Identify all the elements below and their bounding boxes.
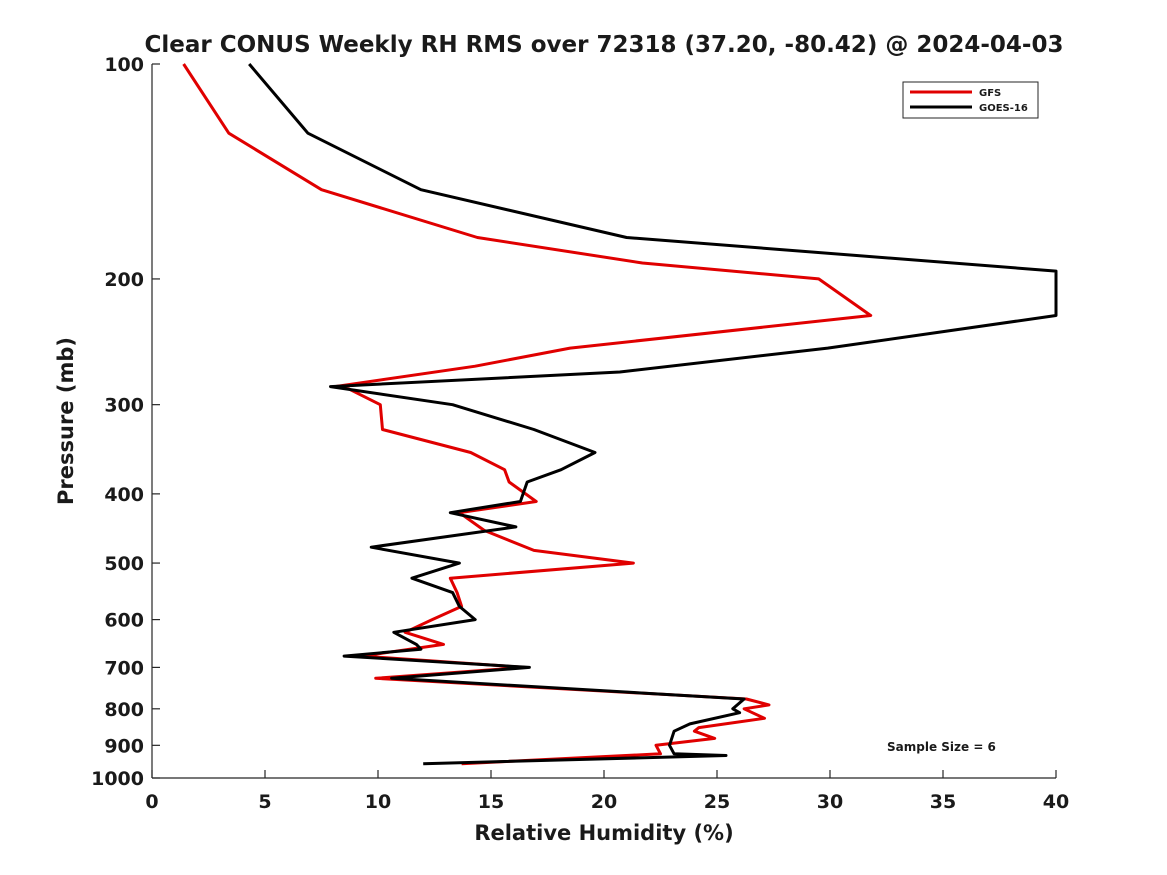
x-tick-label: 10 bbox=[365, 791, 391, 813]
y-tick-label: 100 bbox=[104, 54, 144, 76]
plot-area bbox=[151, 64, 1056, 779]
y-axis-label: Pressure (mb) bbox=[54, 337, 78, 505]
x-tick-label: 25 bbox=[704, 791, 730, 813]
x-tick-label: 0 bbox=[145, 791, 158, 813]
x-axis-label: Relative Humidity (%) bbox=[474, 821, 733, 845]
x-tick-label: 15 bbox=[478, 791, 504, 813]
series-lines bbox=[182, 63, 1058, 766]
x-tick-label: 40 bbox=[1043, 791, 1069, 813]
y-tick-label: 200 bbox=[104, 269, 144, 291]
legend: GFS GOES-16 bbox=[902, 81, 1039, 119]
x-tick-label: 5 bbox=[258, 791, 271, 813]
y-tick-label: 800 bbox=[104, 699, 144, 721]
y-tick-label: 300 bbox=[104, 395, 144, 417]
legend-box bbox=[902, 81, 1039, 119]
y-tick-label: 700 bbox=[104, 657, 144, 679]
y-tick-label: 400 bbox=[104, 484, 144, 506]
y-tick-label: 600 bbox=[104, 610, 144, 632]
y-tick-label: 500 bbox=[104, 553, 144, 575]
y-tick-label: 1000 bbox=[91, 768, 144, 790]
y-tick-label: 900 bbox=[104, 735, 144, 757]
x-axis-ticks: 0 5 10 15 20 25 30 35 40 bbox=[145, 770, 1069, 813]
chart-title: Clear CONUS Weekly RH RMS over 72318 (37… bbox=[145, 32, 1064, 58]
x-tick-label: 30 bbox=[817, 791, 843, 813]
x-tick-label: 35 bbox=[930, 791, 956, 813]
legend-label-gfs: GFS bbox=[979, 88, 1001, 99]
series-line-gfs bbox=[182, 63, 873, 766]
x-tick-label: 20 bbox=[591, 791, 617, 813]
y-axis-ticks: 100 200 300 400 500 600 700 800 900 1000 bbox=[91, 54, 160, 790]
legend-label-goes-16: GOES-16 bbox=[979, 103, 1028, 114]
sample-size-annotation: Sample Size = 6 bbox=[887, 740, 996, 754]
series-line-goes-16 bbox=[248, 63, 1058, 766]
